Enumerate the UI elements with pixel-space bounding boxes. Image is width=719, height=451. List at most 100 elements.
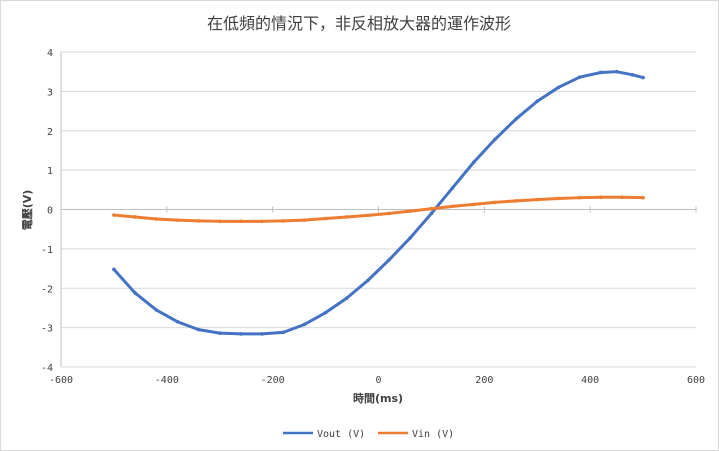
series-segment — [387, 209, 412, 215]
data-point — [302, 218, 307, 222]
series-segment — [615, 70, 634, 77]
data-point — [641, 195, 645, 200]
series-segment — [472, 137, 497, 164]
series-segment — [366, 211, 391, 217]
x-tick-label: -600 — [49, 375, 73, 386]
series-segment — [514, 198, 539, 203]
series-segment — [472, 200, 497, 206]
data-point — [323, 310, 328, 315]
y-tick-label: 4 — [47, 48, 53, 59]
data-point — [302, 322, 307, 327]
series-segment — [493, 117, 518, 141]
data-point — [471, 160, 476, 165]
series-segment — [514, 99, 539, 121]
series-segment — [154, 217, 179, 222]
series-segment — [218, 331, 243, 336]
data-point — [344, 215, 349, 219]
data-point — [366, 213, 370, 218]
data-point — [620, 195, 624, 200]
data-point — [556, 85, 561, 90]
series-vin — [112, 195, 645, 224]
series-segment — [133, 291, 158, 312]
data-point — [154, 308, 159, 312]
chart-title: 在低頻的情況下，非反相放大器的運作波形 — [207, 14, 511, 33]
axes: -4 -3 -2 -1 0 1 2 3 4 -600 -400 -200 0 200 400 600 — [41, 48, 705, 386]
series-segment — [535, 196, 560, 202]
data-point — [281, 330, 286, 335]
series-segment — [366, 258, 391, 282]
series-segment — [493, 199, 518, 204]
gridlines — [61, 51, 696, 368]
y-tick-label: -4 — [41, 363, 53, 374]
series-segment — [451, 202, 476, 208]
data-point — [514, 117, 518, 121]
legend-label: Vin (V) — [412, 429, 454, 440]
legend-label: Vout (V) — [317, 429, 365, 440]
series-lines — [112, 69, 645, 336]
y-tick-label: 1 — [47, 166, 53, 177]
data-point — [471, 202, 476, 207]
data-point — [535, 99, 540, 104]
data-point — [493, 200, 497, 205]
data-point — [239, 332, 243, 336]
series-segment — [599, 70, 619, 74]
x-tick-label: 0 — [375, 375, 381, 386]
y-tick-label: -1 — [41, 245, 53, 256]
data-point — [614, 69, 619, 74]
data-point — [514, 199, 518, 203]
series-segment — [408, 211, 433, 240]
legend: Vout (V) Vin (V) — [283, 429, 454, 440]
data-point — [429, 211, 434, 216]
series-segment — [112, 267, 137, 295]
series-segment — [324, 296, 349, 315]
data-point — [154, 217, 159, 221]
series-segment — [281, 322, 306, 334]
data-point — [535, 197, 540, 202]
data-point — [577, 195, 582, 200]
series-segment — [345, 213, 370, 219]
data-point — [408, 209, 413, 213]
data-point — [260, 219, 264, 224]
data-point — [493, 137, 497, 142]
x-tick-label: 600 — [687, 375, 705, 386]
data-point — [598, 195, 603, 200]
x-tick-label: 400 — [581, 375, 599, 386]
series-segment — [324, 215, 349, 221]
data-point — [112, 267, 116, 272]
x-tick-label: -200 — [261, 375, 285, 386]
data-point — [133, 215, 137, 219]
series-segment — [387, 236, 412, 262]
series-segment — [154, 308, 179, 324]
series-segment — [631, 73, 645, 80]
data-point — [323, 216, 328, 221]
data-point — [450, 204, 455, 209]
data-point — [450, 186, 455, 190]
series-segment — [260, 330, 285, 336]
series-segment — [429, 204, 455, 211]
series-segment — [408, 207, 433, 213]
series-segment — [175, 320, 201, 332]
series-vout — [112, 69, 645, 336]
series-segment — [345, 278, 370, 300]
y-tick-label: -3 — [41, 324, 53, 335]
series-segment — [578, 70, 603, 79]
data-point — [175, 319, 180, 324]
y-tick-label: 0 — [47, 206, 53, 217]
data-point — [577, 75, 582, 79]
data-point — [260, 332, 264, 336]
data-point — [281, 219, 286, 223]
series-segment — [175, 218, 201, 223]
data-point — [408, 236, 413, 240]
data-point — [429, 206, 434, 211]
data-point — [112, 213, 116, 217]
data-point — [344, 296, 349, 300]
series-segment — [197, 328, 222, 335]
data-point — [217, 219, 222, 224]
series-segment — [556, 75, 582, 89]
data-point — [598, 70, 603, 75]
x-tick-label: -400 — [155, 375, 179, 386]
y-tick-label: 3 — [47, 87, 53, 98]
y-axis-title: 電壓(V) — [21, 190, 34, 231]
